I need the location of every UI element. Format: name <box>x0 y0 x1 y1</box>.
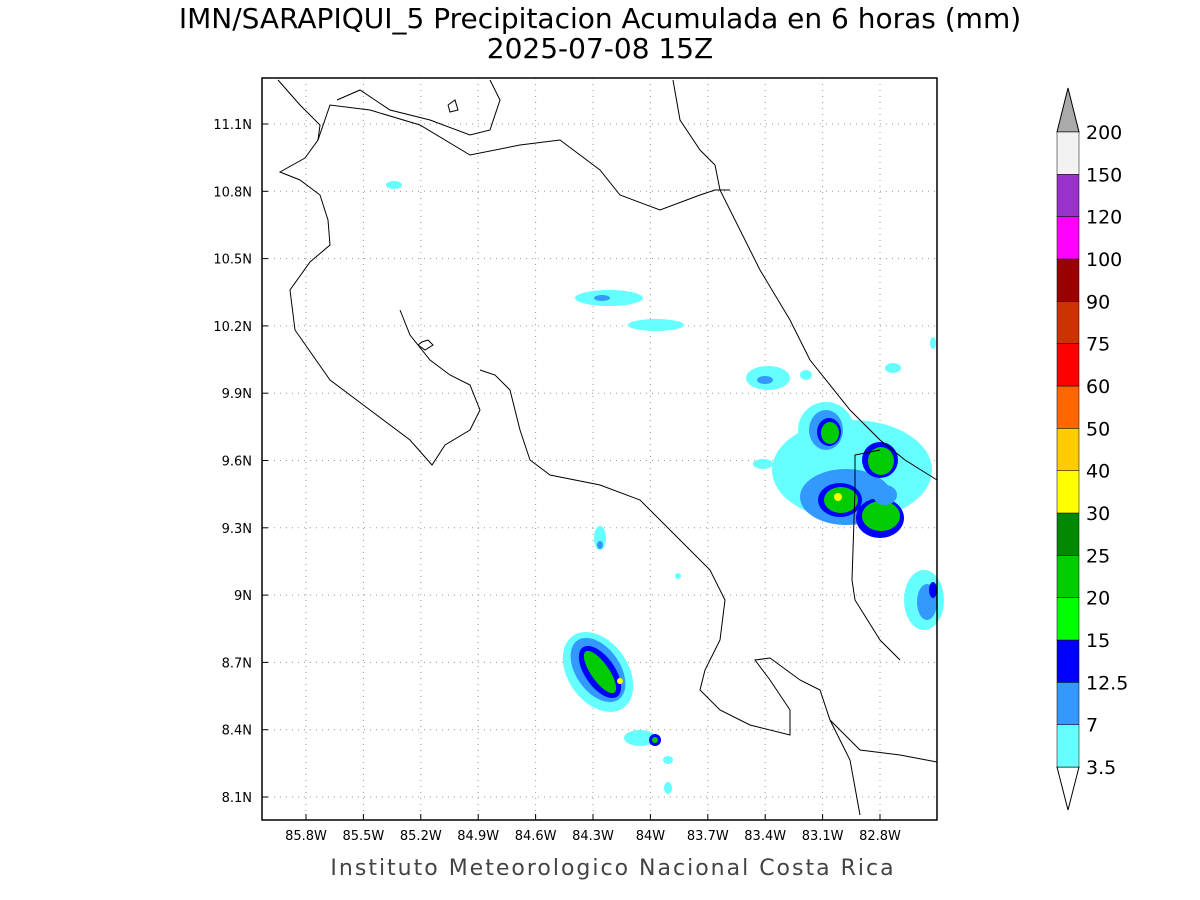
colorbar-label: 150 <box>1086 164 1122 186</box>
colorbar-under <box>1056 766 1080 811</box>
colorbar-label: 15 <box>1086 630 1110 652</box>
colorbar-label: 40 <box>1086 461 1110 483</box>
lat-label: 9.6N <box>222 455 252 470</box>
colorbar-segment <box>1056 682 1080 725</box>
lat-label: 10.2N <box>213 320 252 335</box>
lat-label: 8.4N <box>222 724 252 739</box>
colorbar-label: 50 <box>1086 418 1110 440</box>
lon-label: 83.7W <box>687 829 729 844</box>
lat-label: 9.3N <box>222 522 252 537</box>
colorbar-segment <box>1056 343 1080 387</box>
colorbar-label: 60 <box>1086 376 1110 398</box>
colorbar-label: 200 <box>1086 122 1122 144</box>
colorbar-label: 25 <box>1086 545 1110 567</box>
lon-label: 83.4W <box>744 829 786 844</box>
lat-label: 8.1N <box>222 791 252 806</box>
colorbar-segment <box>1056 724 1080 768</box>
lat-label: 9.9N <box>222 387 252 402</box>
subtitle: 2025-07-08 15Z <box>487 32 713 65</box>
lat-label: 10.8N <box>213 185 252 200</box>
lat-label: 8.7N <box>222 656 252 671</box>
colorbar-segment <box>1056 555 1080 598</box>
colorbar-label: 120 <box>1086 207 1122 229</box>
footer: Instituto Meteorologico Nacional Costa R… <box>330 856 895 881</box>
lat-label: 9N <box>234 589 252 604</box>
colorbar-label: 30 <box>1086 503 1110 525</box>
colorbar-label: 100 <box>1086 249 1122 271</box>
colorbar-label: 12.5 <box>1086 672 1128 694</box>
lon-label: 84W <box>636 829 666 844</box>
title: IMN/SARAPIQUI_5 Precipitacion Acumulada … <box>179 2 1021 35</box>
colorbar-label: 20 <box>1086 588 1110 610</box>
colorbar-segment <box>1056 639 1080 683</box>
lon-label: 85.5W <box>342 829 384 844</box>
colorbar-segment <box>1056 258 1080 302</box>
colorbar-label: 7 <box>1086 715 1098 737</box>
colorbar-segment <box>1056 470 1080 514</box>
colorbar-segment <box>1056 174 1080 217</box>
map-plot <box>261 77 944 821</box>
colorbar-segment <box>1056 131 1080 175</box>
colorbar-segment <box>1056 428 1080 471</box>
colorbar-over <box>1056 87 1080 133</box>
lon-label: 85.8W <box>285 829 327 844</box>
colorbar-label: 75 <box>1086 334 1110 356</box>
colorbar-segment <box>1056 597 1080 641</box>
lon-label: 84.9W <box>457 829 499 844</box>
lon-label: 82.8W <box>859 829 901 844</box>
lat-label: 11.1N <box>213 118 252 133</box>
colorbar-segment <box>1056 301 1080 344</box>
colorbar-segment <box>1056 512 1080 556</box>
precipitation <box>386 181 944 794</box>
colorbar-label: 3.5 <box>1086 757 1116 779</box>
colorbar-segment <box>1056 385 1080 429</box>
colorbar: 3.5 7 12.5 15 20 25 30 40 50 60 75 90 100 120 150 200 <box>1056 87 1128 811</box>
lon-label: 85.2W <box>400 829 442 844</box>
lon-label: 84.3W <box>572 829 614 844</box>
colorbar-segment <box>1056 216 1080 260</box>
lat-label: 10.5N <box>213 253 252 268</box>
plot-frame <box>261 77 938 821</box>
lon-label: 84.6W <box>515 829 557 844</box>
colorbar-label: 90 <box>1086 291 1110 313</box>
coastlines <box>277 79 938 816</box>
lon-label: 83.1W <box>802 829 844 844</box>
